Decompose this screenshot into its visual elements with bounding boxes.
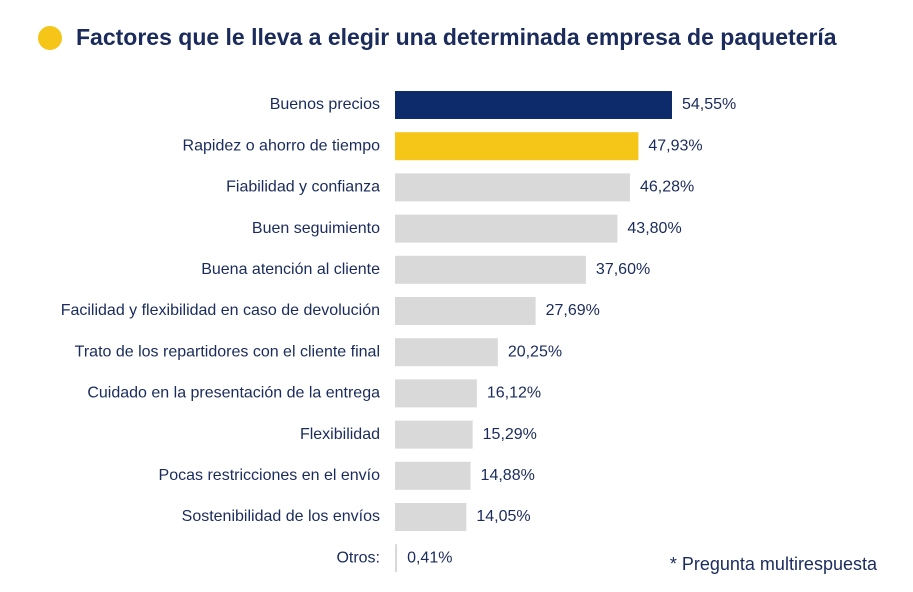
category-label: Fiabilidad y confianza	[226, 179, 380, 196]
category-label: Sostenibilidad de los envíos	[182, 508, 380, 525]
value-label: 14,05%	[476, 508, 530, 525]
category-label: Buen seguimiento	[252, 220, 380, 237]
value-label: 14,88%	[481, 467, 535, 484]
category-label: Cuidado en la presentación de la entrega	[87, 385, 380, 402]
category-label: Pocas restricciones en el envío	[159, 467, 381, 484]
value-label: 54,55%	[682, 96, 736, 113]
category-label: Flexibilidad	[300, 426, 380, 443]
bar	[395, 338, 498, 367]
category-label: Buenos precios	[270, 96, 380, 113]
category-label: Otros:	[336, 549, 380, 566]
value-label: 16,12%	[487, 385, 541, 402]
bar	[395, 255, 586, 284]
bar	[395, 503, 467, 531]
title-row: Factores que le lleva a elegir una deter…	[38, 24, 837, 51]
chart-title: Factores que le lleva a elegir una deter…	[76, 24, 837, 50]
bar	[395, 173, 631, 202]
bar	[395, 461, 471, 490]
category-label: Trato de los repartidores con el cliente…	[75, 343, 380, 360]
bar	[395, 297, 536, 325]
category-label: Facilidad y flexibilidad en caso de devo…	[61, 302, 380, 319]
value-label: 0,41%	[407, 549, 452, 566]
category-label: Buena atención al cliente	[201, 261, 380, 278]
title-bullet-icon	[38, 25, 62, 50]
value-label: 43,80%	[627, 220, 681, 237]
bar	[395, 379, 477, 408]
bar	[395, 91, 672, 119]
value-label: 20,25%	[508, 343, 562, 360]
bar	[395, 214, 618, 243]
value-label: 37,60%	[596, 261, 650, 278]
value-label: 46,28%	[640, 179, 694, 196]
value-label: 47,93%	[648, 137, 702, 154]
value-label: 27,69%	[546, 302, 600, 319]
bar	[395, 132, 639, 161]
bar	[395, 544, 398, 573]
value-label: 15,29%	[483, 426, 537, 443]
category-label: Rapidez o ahorro de tiempo	[183, 137, 381, 154]
footnote: * Pregunta multirespuesta	[669, 554, 877, 574]
bar	[395, 420, 473, 449]
